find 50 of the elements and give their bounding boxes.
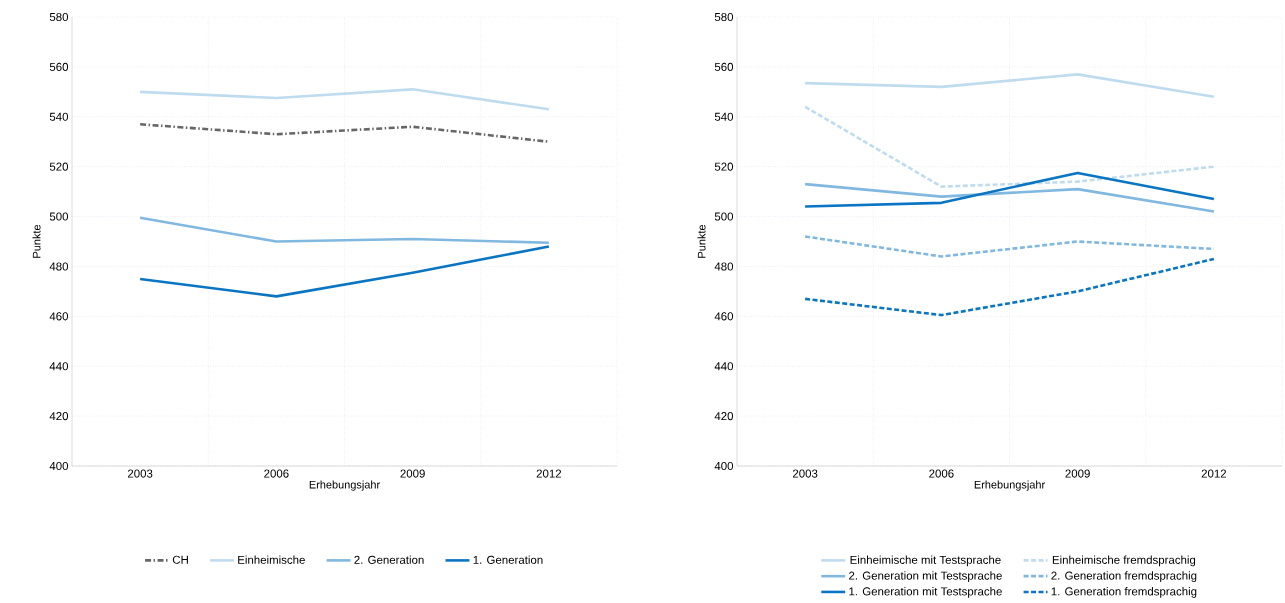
y-tick-label: 460 xyxy=(714,312,734,321)
y-tick-label: 500 xyxy=(49,212,69,221)
y-tick-label: 580 xyxy=(714,12,734,22)
legend-label: 2. Generation fremdsprachig xyxy=(1051,571,1197,582)
legend-label: 1. Generation fremdsprachig xyxy=(1051,587,1197,598)
y-tick-label: 560 xyxy=(49,62,69,71)
y-tick-label: 400 xyxy=(714,461,734,471)
x-tick-label: 2006 xyxy=(929,469,954,478)
y-tick-label: 480 xyxy=(49,262,69,271)
line-series xyxy=(138,216,551,245)
line-series xyxy=(803,257,1216,317)
line-series xyxy=(803,73,1216,99)
y-tick-label: 500 xyxy=(714,212,734,221)
x-tick-label: 2006 xyxy=(264,469,289,478)
legend-label: CH xyxy=(172,555,188,564)
y-tick-label: 440 xyxy=(714,362,734,371)
y-tick-label: 520 xyxy=(49,162,69,171)
y-tick-label: 560 xyxy=(714,62,734,71)
legend-label: Einheimische xyxy=(238,555,305,564)
y-tick-label: 420 xyxy=(714,412,734,421)
y-tick-label: 580 xyxy=(49,12,69,22)
y-tick-label: 480 xyxy=(714,262,734,271)
x-axis-title: Erhebungsjahr xyxy=(974,480,1045,491)
x-axis-title: Erhebungsjahr xyxy=(309,480,380,491)
x-tick-label: 2009 xyxy=(1065,469,1090,478)
x-tick-label: 2003 xyxy=(127,469,153,478)
legend-label: 2. Generation mit Testsprache xyxy=(849,571,1002,582)
y-tick-label: 440 xyxy=(49,362,69,371)
y-tick-label: 400 xyxy=(49,461,69,471)
x-tick-label: 2003 xyxy=(792,469,818,478)
y-tick-label: 520 xyxy=(714,162,734,171)
x-tick-label: 2012 xyxy=(1201,469,1227,478)
line-series xyxy=(803,182,1216,213)
legend-label: Einheimische mit Testsprache xyxy=(850,555,1001,567)
y-tick-label: 460 xyxy=(49,312,69,321)
x-tick-label: 2012 xyxy=(536,469,562,478)
line-series xyxy=(138,88,551,111)
legend-label: Einheimische fremdsprachig xyxy=(1052,555,1196,567)
y-axis-title: Punkte xyxy=(32,224,41,258)
line-series xyxy=(803,171,1216,208)
y-tick-label: 540 xyxy=(714,112,734,121)
y-tick-label: 420 xyxy=(49,412,69,421)
y-axis-title: Punkte xyxy=(697,224,706,258)
y-tick-label: 540 xyxy=(49,112,69,121)
legend-label: 2. Generation xyxy=(354,555,424,564)
x-tick-label: 2009 xyxy=(400,469,425,478)
line-series xyxy=(803,105,1216,188)
legend-label: 1. Generation xyxy=(473,555,543,564)
line-series xyxy=(138,245,551,298)
legend-label: 1. Generation mit Testsprache xyxy=(849,587,1002,598)
